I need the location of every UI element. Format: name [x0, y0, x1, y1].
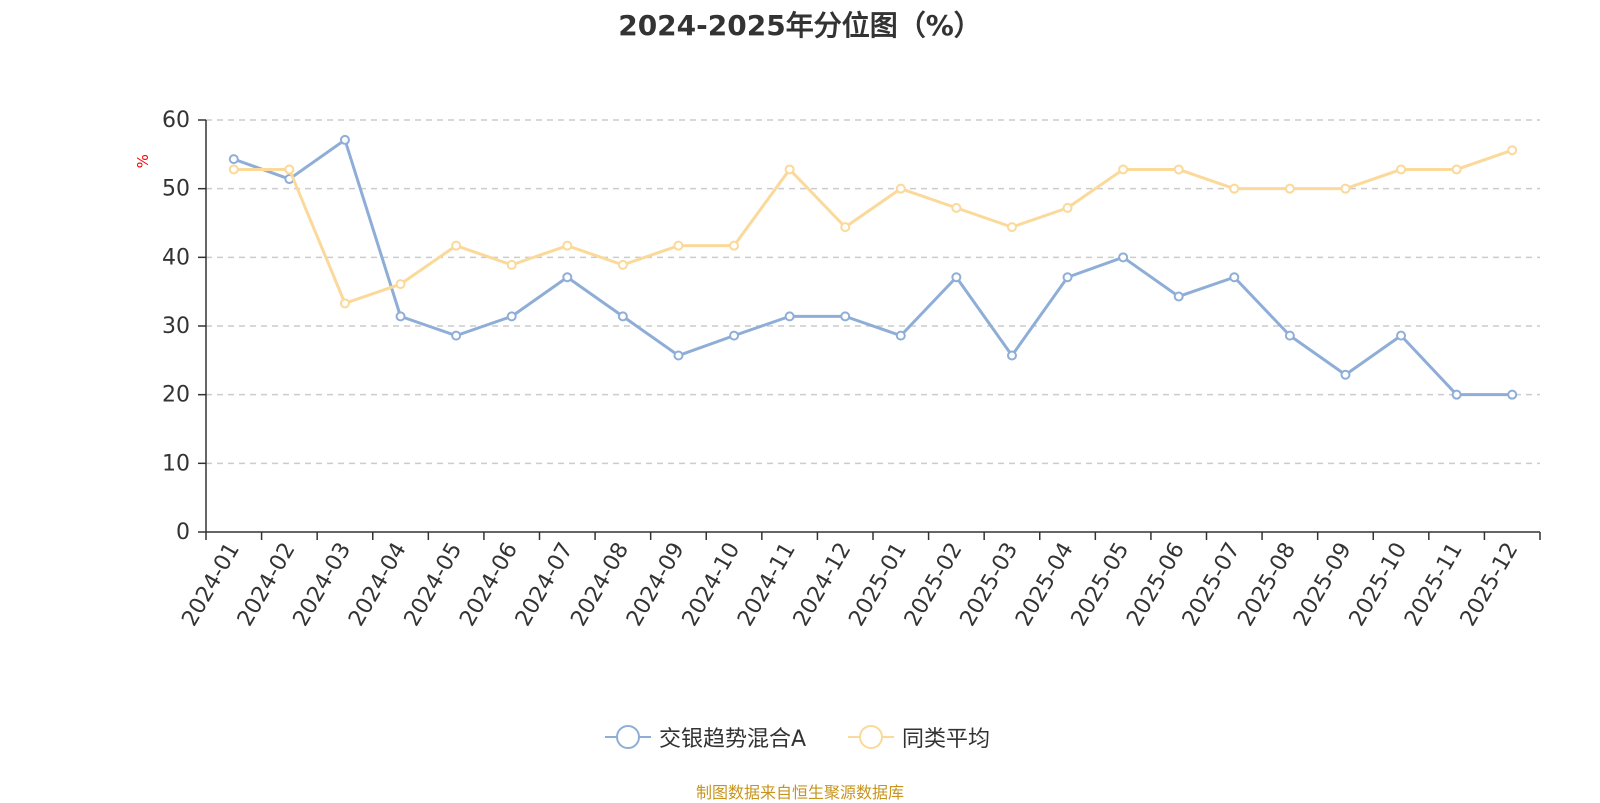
data-point	[395, 311, 406, 322]
data-point	[1507, 389, 1518, 400]
y-tick-label: 60	[162, 108, 190, 133]
data-point	[1173, 291, 1184, 302]
legend-label-series-a: 交银趋势混合A	[659, 727, 807, 752]
y-axis-unit-label: %	[134, 154, 152, 168]
y-tick-label: 10	[162, 451, 190, 476]
data-point	[506, 259, 517, 270]
data-point	[729, 240, 740, 251]
data-point	[284, 164, 295, 175]
legend-item-series-b[interactable]: 同类平均	[846, 722, 990, 752]
data-point	[228, 164, 239, 175]
legend-swatch-series-a	[605, 725, 651, 749]
data-point	[339, 134, 350, 145]
data-point	[673, 240, 684, 251]
legend: 交银趋势混合A 同类平均	[0, 722, 1600, 752]
y-tick-label: 40	[162, 245, 190, 270]
data-point	[1229, 183, 1240, 194]
data-point	[1118, 252, 1129, 263]
data-point	[506, 311, 517, 322]
data-point	[1507, 145, 1518, 156]
data-point	[951, 272, 962, 283]
data-point	[1062, 272, 1073, 283]
data-point	[895, 183, 906, 194]
data-point	[617, 311, 628, 322]
data-point	[784, 164, 795, 175]
data-point	[951, 202, 962, 213]
series-lines	[228, 134, 1518, 400]
data-point	[895, 330, 906, 341]
data-point	[1118, 164, 1129, 175]
data-point	[395, 279, 406, 290]
data-point	[1284, 330, 1295, 341]
data-point	[1173, 164, 1184, 175]
data-point	[1451, 164, 1462, 175]
legend-swatch-series-b	[848, 725, 894, 749]
data-point	[840, 222, 851, 233]
series-1	[228, 145, 1518, 309]
data-point	[1006, 222, 1017, 233]
data-point	[617, 259, 628, 270]
grid-lines	[206, 119, 1540, 465]
data-point	[1229, 272, 1240, 283]
series-line	[233, 148, 1513, 305]
data-point	[1284, 183, 1295, 194]
source-note: 制图数据来自恒生聚源数据库	[695, 783, 904, 802]
legend-label-series-b: 同类平均	[902, 727, 991, 752]
data-point	[451, 240, 462, 251]
data-point	[562, 240, 573, 251]
data-point	[1340, 369, 1351, 380]
axes: 0102030405060%2024-012024-022024-032024-…	[134, 108, 1541, 631]
series-line	[233, 138, 1513, 397]
data-point	[1340, 183, 1351, 194]
data-point	[339, 298, 350, 309]
data-point	[729, 330, 740, 341]
data-point	[451, 330, 462, 341]
data-point	[228, 154, 239, 165]
data-point	[784, 311, 795, 322]
y-tick-label: 30	[162, 314, 190, 339]
legend-item-series-a[interactable]: 交银趋势混合A	[603, 722, 806, 752]
data-point	[840, 311, 851, 322]
data-point	[1396, 164, 1407, 175]
y-tick-label: 0	[176, 520, 190, 545]
data-point	[1062, 202, 1073, 213]
data-point	[1396, 330, 1407, 341]
line-chart: 0102030405060%2024-012024-022024-032024-…	[134, 108, 1541, 631]
data-point	[1451, 389, 1462, 400]
data-point	[1006, 350, 1017, 361]
data-point	[673, 350, 684, 361]
y-tick-label: 20	[162, 383, 190, 408]
y-tick-label: 50	[162, 177, 190, 202]
data-point	[562, 272, 573, 283]
chart-title: 2024-2025年分位图（%）	[618, 9, 982, 42]
